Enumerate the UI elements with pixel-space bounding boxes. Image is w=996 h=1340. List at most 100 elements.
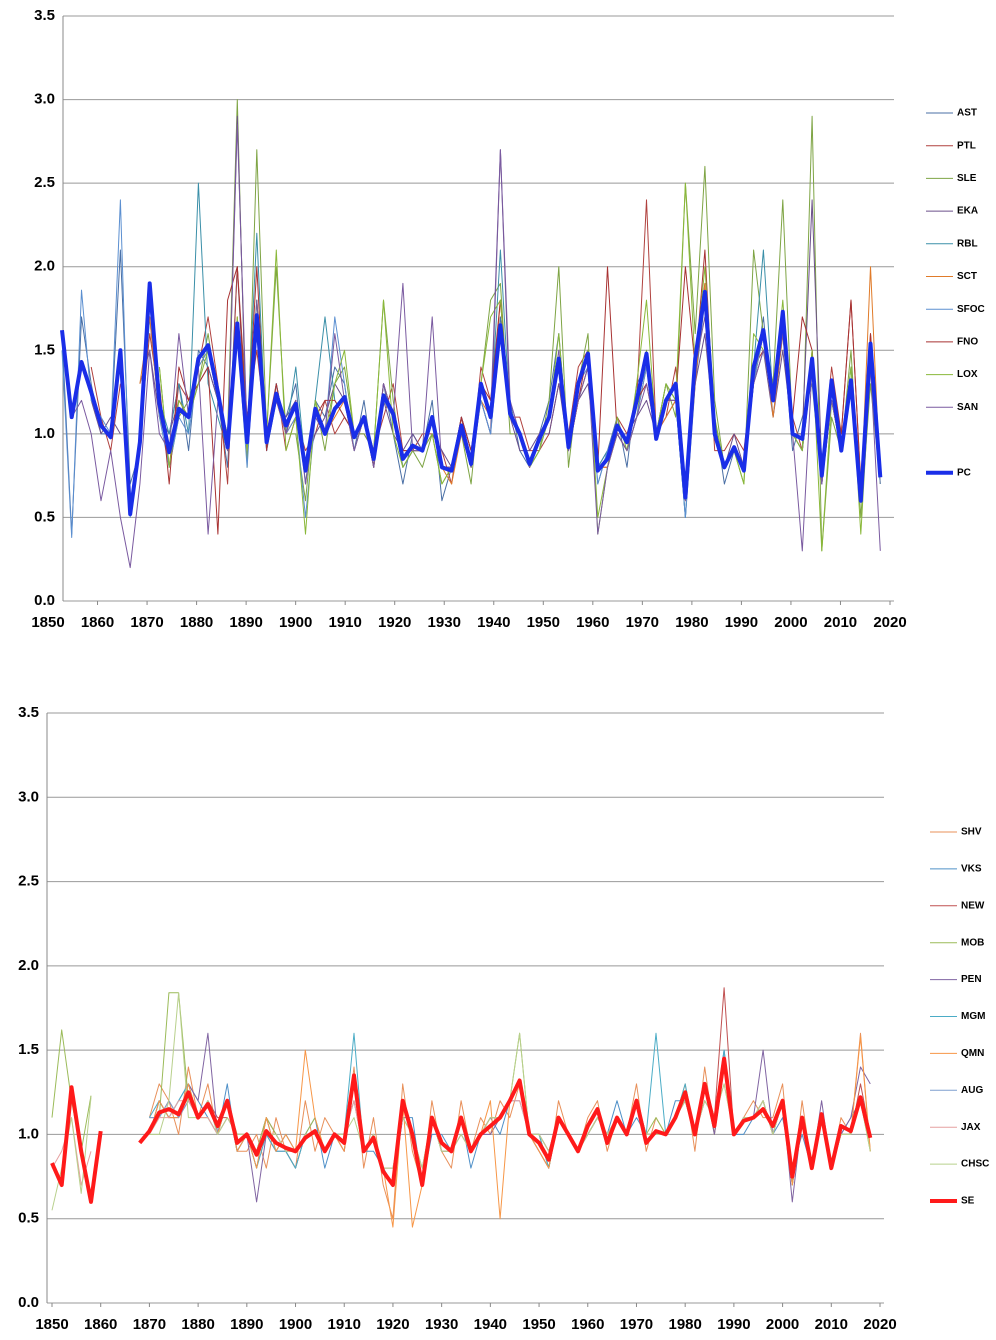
legend-label: MOB (961, 937, 984, 948)
x-tick-label: 1940 (477, 614, 510, 631)
series-line (158, 99, 881, 552)
legend-label: SAN (957, 402, 978, 413)
legend-item: SHV (930, 827, 982, 838)
legend-item: QMN (930, 1048, 984, 1059)
x-tick-label: 1930 (425, 1316, 458, 1333)
y-tick-label: 3.0 (34, 91, 55, 108)
legend-item: EKA (926, 206, 978, 217)
y-tick-label: 3.5 (18, 704, 39, 721)
x-tick-label: 1850 (35, 1316, 68, 1333)
legend-label: NEW (961, 900, 985, 911)
chart: 0.0 0.5 1.0 1.5 2.0 2.5 3.0 3.5 1850 1860 1870 1880… (31, 7, 984, 631)
x-tick-label: 1900 (279, 1316, 312, 1333)
legend-item: PEN (930, 974, 982, 985)
legend-label: PEN (961, 974, 982, 985)
x-tick-label: 1890 (230, 1316, 263, 1333)
legend-item: AUG (930, 1085, 983, 1096)
legend-label: QMN (961, 1048, 984, 1059)
legend-item: LOX (926, 369, 978, 380)
y-tick-label: 1.5 (18, 1041, 39, 1058)
x-tick-label: 1860 (81, 614, 114, 631)
series-line (51, 992, 871, 1186)
legend-item: SLE (926, 173, 977, 184)
legend-label: CHSC (961, 1159, 989, 1170)
x-tick-label: 1970 (626, 614, 659, 631)
legend-label: SHV (961, 827, 982, 838)
series-line (158, 182, 881, 552)
x-tick-label: 1920 (378, 614, 411, 631)
y-tick-label: 1.0 (18, 1125, 39, 1142)
x-tick-label: 1960 (576, 614, 609, 631)
x-tick-label: 1880 (181, 1316, 214, 1333)
y-tick-label: 2.5 (18, 873, 39, 890)
x-tick-label: 2000 (774, 614, 807, 631)
legend-label: EKA (957, 206, 978, 217)
legend-item: JAX (930, 1122, 981, 1133)
legend-label: MGM (961, 1011, 985, 1022)
x-tick-label: 1980 (675, 614, 708, 631)
y-tick-label: 0.5 (34, 508, 55, 525)
x-tick-label: 2010 (824, 614, 857, 631)
legend-label: SE (961, 1196, 975, 1207)
legend-item: PTL (926, 140, 976, 151)
legend-item: AST (926, 108, 977, 119)
legend-label: SLE (957, 173, 977, 184)
legend-label: AUG (961, 1085, 983, 1096)
legend-label: FNO (957, 337, 978, 348)
x-tick-label: 1990 (725, 614, 758, 631)
y-tick-label: 0.5 (18, 1210, 39, 1227)
x-tick-label: 1890 (229, 614, 262, 631)
legend-label: VKS (961, 864, 982, 875)
x-tick-label: 1940 (474, 1316, 507, 1333)
x-tick-label: 1950 (522, 1316, 555, 1333)
x-tick-label: 1850 (31, 614, 64, 631)
x-tick-label: 1970 (620, 1316, 653, 1333)
x-tick-label: 1930 (428, 614, 461, 631)
y-tick-label: 0.0 (34, 592, 55, 609)
y-tick-label: 3.5 (34, 7, 55, 24)
legend-item: SAN (926, 402, 978, 413)
legend-item: FNO (926, 337, 978, 348)
legend-label: SFOC (957, 304, 985, 315)
y-tick-label: 0.0 (18, 1294, 39, 1311)
legend-item: SE (930, 1196, 975, 1207)
legend-item: NEW (930, 900, 985, 911)
x-tick-label: 1980 (668, 1316, 701, 1333)
y-tick-label: 2.5 (34, 174, 55, 191)
legend-item: MGM (930, 1011, 985, 1022)
x-tick-label: 1870 (130, 614, 163, 631)
legend-item: MOB (930, 937, 984, 948)
y-tick-label: 2.0 (34, 258, 55, 275)
series-line (50, 1056, 873, 1204)
x-tick-label: 2000 (766, 1316, 799, 1333)
legend-item: CHSC (930, 1159, 989, 1170)
x-tick-label: 1960 (571, 1316, 604, 1333)
x-tick-label: 1900 (279, 614, 312, 631)
y-tick-label: 3.0 (18, 788, 39, 805)
legend-item: SCT (926, 271, 977, 282)
legend-label: PTL (957, 140, 976, 151)
x-tick-label: 1920 (376, 1316, 409, 1333)
legend-label: PC (957, 467, 971, 478)
chart: 0.0 0.5 1.0 1.5 2.0 2.5 3.0 3.5 1850 1860 1870 1880… (18, 704, 989, 1333)
legend-label: SCT (957, 271, 977, 282)
x-tick-label: 2020 (863, 1316, 896, 1333)
legend-label: RBL (957, 238, 978, 249)
series-line (148, 1032, 871, 1220)
x-tick-label: 2020 (873, 614, 906, 631)
series-line (61, 249, 881, 535)
y-tick-label: 1.5 (34, 341, 55, 358)
x-tick-label: 1910 (328, 1316, 361, 1333)
legend-label: JAX (961, 1122, 981, 1133)
series-line (90, 115, 881, 485)
x-tick-label: 2010 (815, 1316, 848, 1333)
legend-item: SFOC (926, 304, 985, 315)
legend-item: PC (926, 467, 971, 478)
x-tick-label: 1990 (717, 1316, 750, 1333)
x-tick-label: 1860 (84, 1316, 117, 1333)
x-tick-label: 1910 (328, 614, 361, 631)
x-tick-label: 1880 (180, 614, 213, 631)
x-tick-label: 1870 (133, 1316, 166, 1333)
x-tick-label: 1950 (527, 614, 560, 631)
